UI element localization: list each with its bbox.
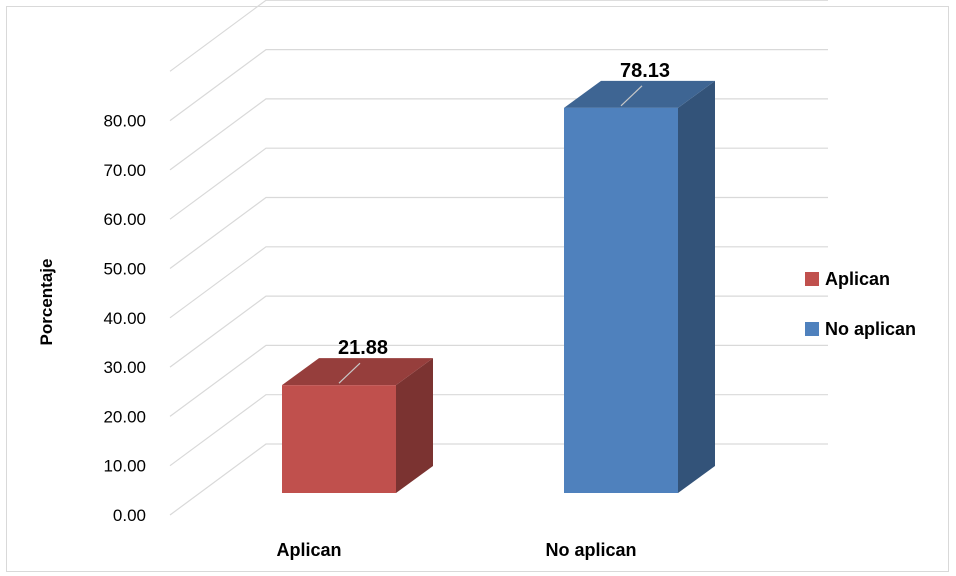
legend-label: No aplican: [825, 319, 916, 339]
chart-frame: [6, 6, 949, 572]
gridline: [169, 295, 828, 368]
x-tick-label: Aplican: [276, 540, 341, 560]
y-tick-label: 0.00: [113, 506, 146, 525]
bar-side-face: [678, 80, 715, 494]
data-label: 21.88: [338, 337, 388, 359]
legend: Aplican No aplican: [805, 269, 916, 339]
bar-top-face: [282, 358, 433, 386]
bar-aplican: 21.88: [282, 337, 433, 493]
gridline: [169, 48, 828, 122]
y-axis-label: Porcentaje: [37, 259, 56, 346]
bar-side-face: [396, 358, 433, 493]
gridline: [169, 0, 828, 72]
gridline: [169, 147, 828, 220]
y-tick-label: 20.00: [103, 407, 146, 426]
bar-top-face: [564, 80, 715, 108]
y-tick-label: 80.00: [103, 112, 146, 131]
y-tick-label: 50.00: [103, 260, 146, 279]
y-tick-label: 10.00: [103, 457, 146, 476]
data-label: 78.13: [620, 60, 670, 82]
y-tick-label: 40.00: [103, 309, 146, 328]
data-label-leader: [338, 362, 361, 384]
gridline: [169, 98, 828, 171]
bars: 21.88 Aplican 78.13 No aplican: [276, 60, 715, 560]
gridline: [169, 344, 828, 417]
y-tick-label: 30.00: [103, 358, 146, 377]
x-tick-label: No aplican: [545, 540, 636, 560]
gridline: [169, 196, 828, 269]
grid: [169, 0, 828, 516]
legend-swatch: [805, 322, 819, 336]
bar-front-face: [564, 107, 678, 494]
legend-swatch: [805, 272, 819, 286]
bar-front-face: [282, 385, 396, 493]
y-tick-label: 70.00: [103, 161, 146, 180]
y-axis-ticks: 0.00 10.00 20.00 30.00 40.00 50.00 60.00 70.00 8…: [103, 112, 146, 525]
gridline: [169, 394, 828, 467]
legend-label: Aplican: [825, 269, 890, 289]
gridline: [169, 443, 828, 516]
gridline: [169, 246, 828, 319]
y-tick-label: 60.00: [103, 210, 146, 229]
data-label-leader: [620, 85, 643, 107]
bar-no-aplican: 78.13: [564, 60, 715, 494]
